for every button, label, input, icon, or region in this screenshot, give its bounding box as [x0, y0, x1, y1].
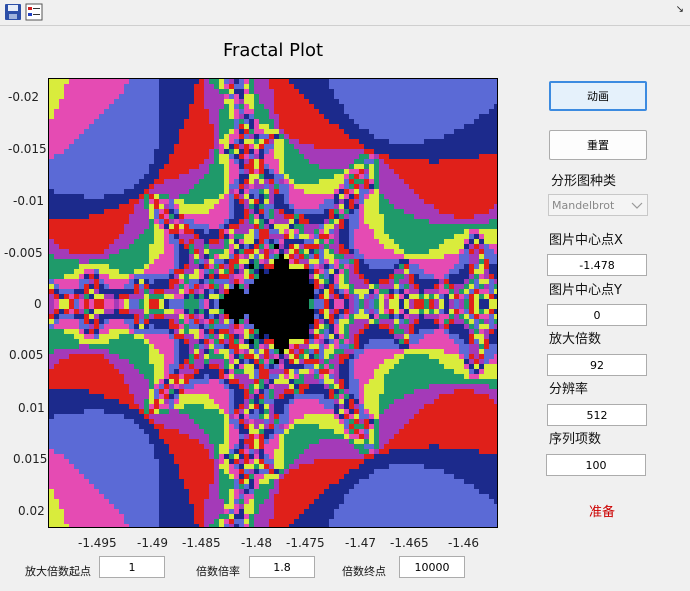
x-tick: -1.465	[390, 536, 429, 550]
center-y-input[interactable]: 0	[547, 304, 647, 326]
x-tick: -1.48	[241, 536, 273, 550]
y-tick: -0.005	[4, 246, 43, 260]
zoom-end-input[interactable]: 10000	[399, 556, 465, 578]
resolution-input[interactable]: 512	[547, 404, 647, 426]
x-tick: -1.47	[345, 536, 377, 550]
x-tick: -1.49	[137, 536, 169, 550]
legend-icon[interactable]	[25, 3, 43, 21]
y-tick: 0.015	[13, 452, 48, 466]
iterations-label: 序列项数	[549, 432, 602, 447]
zoom-start-label: 放大倍数起点	[25, 565, 91, 578]
fractal-type-value: Mandelbrot	[552, 198, 615, 212]
center-x-input[interactable]: -1.478	[547, 254, 647, 276]
fractal-type-label: 分形图种类	[551, 174, 617, 189]
fractal-plot[interactable]	[48, 78, 498, 528]
zoom-end-label: 倍数终点	[342, 565, 386, 578]
zoom-rate-input[interactable]: 1.8	[249, 556, 315, 578]
animate-button[interactable]: 动画	[549, 81, 647, 111]
y-tick: -0.01	[13, 194, 45, 208]
y-tick: 0	[34, 297, 42, 311]
y-tick: 0.02	[18, 504, 45, 518]
zoom-input[interactable]: 92	[547, 354, 647, 376]
y-tick: -0.015	[8, 142, 47, 156]
x-tick: -1.475	[286, 536, 325, 550]
zoom-label: 放大倍数	[549, 332, 602, 347]
save-icon[interactable]	[4, 3, 22, 21]
y-tick: 0.01	[18, 401, 45, 415]
x-tick: -1.485	[182, 536, 221, 550]
center-x-label: 图片中心点X	[549, 233, 623, 248]
y-tick: -0.02	[8, 90, 40, 104]
plot-title: Fractal Plot	[222, 40, 324, 61]
resolution-label: 分辨率	[549, 382, 589, 397]
iterations-input[interactable]: 100	[546, 454, 646, 476]
figure-toolbar: ↘	[0, 0, 690, 26]
zoom-start-input[interactable]: 1	[99, 556, 165, 578]
y-tick: 0.005	[9, 348, 44, 362]
x-tick: -1.495	[78, 536, 117, 550]
fractal-type-select: Mandelbrot	[548, 194, 648, 216]
dock-arrow-icon[interactable]: ↘	[675, 4, 684, 15]
center-y-label: 图片中心点Y	[549, 283, 622, 298]
status-text: 准备	[588, 505, 615, 520]
x-tick: -1.46	[448, 536, 480, 550]
zoom-rate-label: 倍数倍率	[196, 565, 240, 578]
reset-button[interactable]: 重置	[549, 130, 647, 160]
chevron-down-icon	[629, 197, 645, 213]
